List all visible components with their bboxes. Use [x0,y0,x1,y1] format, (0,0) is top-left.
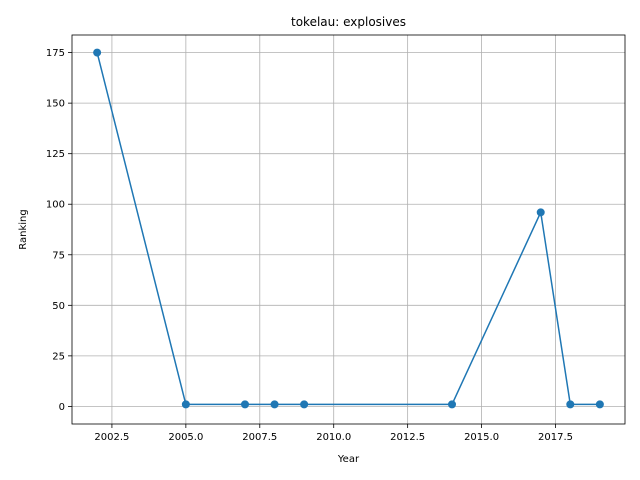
data-point [300,400,309,409]
y-tick-label: 150 [46,99,65,110]
y-axis-title: Ranking [18,209,29,249]
y-tick-label: 25 [52,351,65,362]
data-point [270,400,279,409]
x-tick-label: 2015.0 [464,432,499,443]
y-tick-label: 175 [46,48,65,59]
series-layer [93,48,604,409]
y-tick-label: 100 [46,200,65,211]
data-point [448,400,457,409]
data-point [595,400,604,409]
y-axis: 0 25 50 75 100 125 150 175 [46,48,72,413]
plot-frame [71,34,626,425]
data-point [240,400,249,409]
data-point [536,208,545,217]
x-tick-label: 2012.5 [390,432,425,443]
y-tick-label: 125 [46,149,65,160]
x-tick-label: 2007.5 [242,432,277,443]
x-tick-label: 2005.0 [168,432,203,443]
chart-title: tokelau: explosives [291,15,406,29]
data-point [181,400,190,409]
x-tick-label: 2010.0 [316,432,351,443]
data-point [566,400,575,409]
x-tick-label: 2002.5 [94,432,129,443]
y-tick-label: 75 [52,250,65,261]
y-tick-label: 50 [52,301,65,312]
x-axis: 2002.5 2005.0 2007.5 2010.0 2012.5 2015.0 2017… [94,424,573,443]
data-point [93,48,102,57]
y-tick-label: 0 [59,402,65,413]
x-axis-title: Year [337,454,360,465]
grid [72,35,625,424]
x-tick-label: 2017.5 [538,432,573,443]
